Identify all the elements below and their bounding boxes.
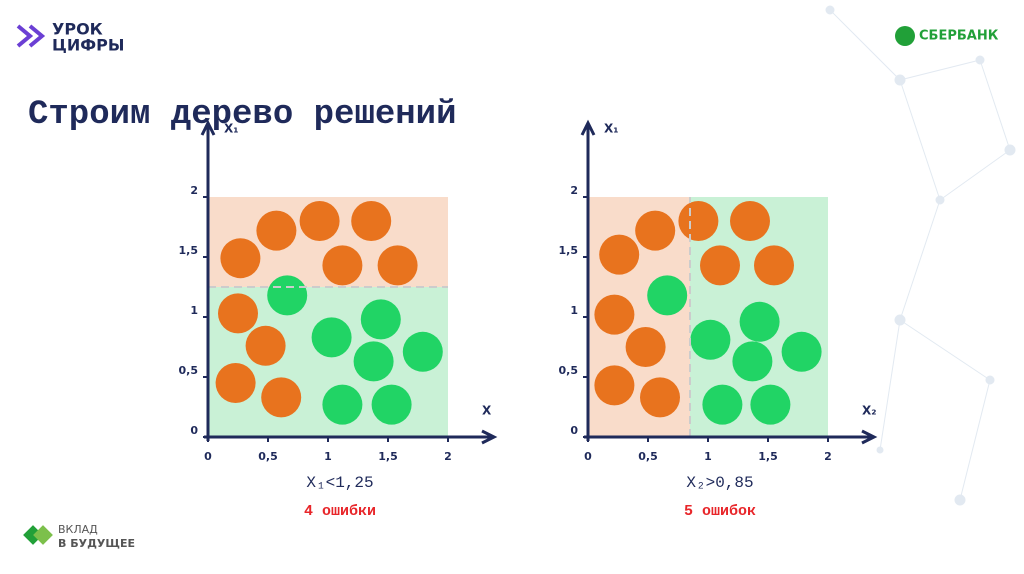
logo-text: ВКЛАД — [58, 523, 98, 536]
x-tick-label: 1 — [324, 450, 332, 463]
logo-bottom: ВКЛАД В БУДУЩЕЕ — [23, 523, 135, 550]
logo-text: СБЕРБАНК — [919, 29, 999, 44]
point — [739, 301, 780, 342]
chart: 0 0,5 1 1,5 2 0 0,5 1 1,5 2 X₁ X X₁<1,25 4 ошибки — [179, 119, 498, 520]
point — [377, 245, 418, 286]
point — [702, 384, 743, 425]
y-axis-label: X₁ — [604, 122, 619, 136]
point — [402, 331, 443, 372]
point — [353, 341, 394, 382]
point — [360, 299, 401, 340]
caption: X₁<1,25 — [306, 474, 373, 492]
y-axis-label: X₁ — [224, 122, 239, 136]
logo-left: УРОК ЦИФРЫ — [16, 20, 124, 55]
logo-text: УРОК — [52, 20, 103, 39]
point — [647, 275, 688, 316]
point — [215, 363, 256, 403]
point — [750, 384, 791, 425]
y-tick-label: 0,5 — [559, 364, 579, 377]
logo-text: ЦИФРЫ — [52, 36, 124, 55]
y-tick-label: 1,5 — [559, 244, 579, 257]
x-axis-label: X — [482, 404, 492, 418]
x-tick-label: 1 — [704, 450, 712, 463]
point — [256, 210, 297, 251]
x-tick-label: 1,5 — [378, 450, 398, 463]
point — [599, 234, 640, 275]
point — [267, 275, 308, 316]
x-tick-label: 2 — [444, 450, 452, 463]
point — [732, 341, 773, 382]
x-tick-label: 0 — [204, 450, 212, 463]
point — [322, 245, 363, 286]
slide-title: Строим дерево решений — [28, 96, 456, 134]
x-axis-label: X₂ — [862, 404, 877, 418]
point — [754, 245, 794, 286]
point — [245, 325, 286, 366]
y-tick-label: 0 — [190, 424, 198, 437]
point — [311, 317, 352, 358]
point — [700, 245, 740, 286]
point — [678, 201, 719, 241]
point — [640, 377, 680, 418]
logo-text: В БУДУЩЕЕ — [58, 537, 135, 550]
x-tick-label: 0,5 — [638, 450, 658, 463]
background-network — [825, 5, 1016, 506]
y-tick-label: 2 — [190, 184, 198, 197]
errors: 5 ошибок — [684, 503, 756, 520]
point — [781, 331, 822, 372]
point — [594, 365, 635, 406]
y-tick-label: 2 — [570, 184, 578, 197]
point — [594, 294, 635, 335]
y-tick-label: 1 — [570, 304, 578, 317]
point — [625, 327, 666, 367]
point — [730, 201, 770, 241]
caption: X₂>0,85 — [686, 474, 753, 492]
logo-right: СБЕРБАНК — [895, 26, 999, 46]
axes — [580, 119, 878, 445]
errors: 4 ошибки — [304, 503, 376, 520]
y-tick-label: 1,5 — [179, 244, 199, 257]
x-tick-label: 0 — [584, 450, 592, 463]
point — [218, 293, 258, 334]
point — [220, 238, 261, 279]
x-tick-label: 0,5 — [258, 450, 278, 463]
point — [299, 201, 340, 241]
y-tick-label: 1 — [190, 304, 198, 317]
y-tick-label: 0 — [570, 424, 578, 437]
point — [351, 201, 392, 241]
x-tick-label: 2 — [824, 450, 832, 463]
y-tick-label: 0,5 — [179, 364, 199, 377]
point — [261, 377, 302, 418]
axes — [200, 119, 498, 445]
point — [635, 210, 676, 251]
point — [690, 319, 731, 360]
chart: 0 0,5 1 1,5 2 0 0,5 1 1,5 2 X₁ X₂ X₂>0,85 5 ошибок — [559, 119, 878, 520]
x-tick-label: 1,5 — [758, 450, 778, 463]
point — [322, 384, 363, 425]
point — [371, 384, 412, 425]
